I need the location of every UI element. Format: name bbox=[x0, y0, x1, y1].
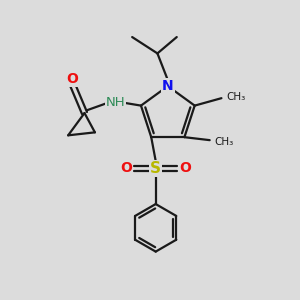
Text: O: O bbox=[121, 161, 133, 176]
Text: CH₃: CH₃ bbox=[214, 136, 233, 147]
Text: NH: NH bbox=[106, 96, 125, 109]
Text: N: N bbox=[162, 79, 174, 93]
Text: O: O bbox=[67, 72, 79, 86]
Text: O: O bbox=[179, 161, 191, 176]
Text: CH₃: CH₃ bbox=[226, 92, 245, 102]
Text: S: S bbox=[150, 161, 161, 176]
